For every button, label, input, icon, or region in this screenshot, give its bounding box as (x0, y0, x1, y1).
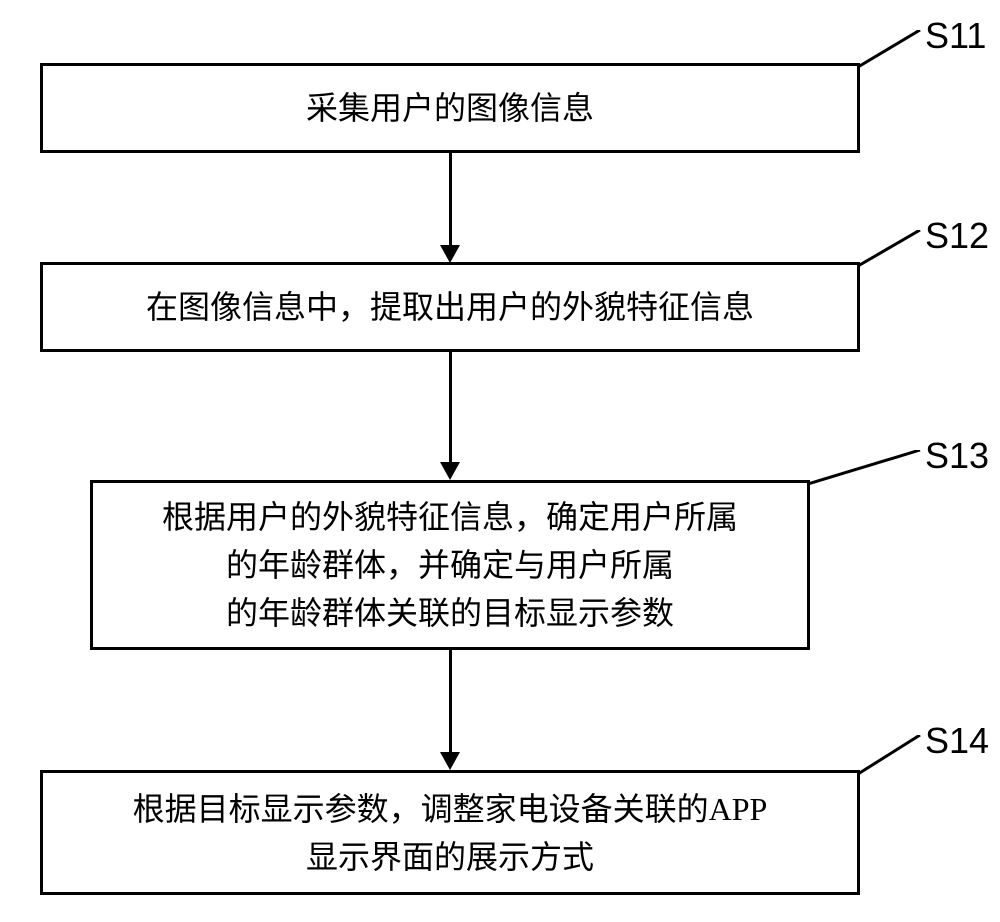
step-text-s14: 根据目标显示参数，调整家电设备关联的APP 显示界面的展示方式 (133, 785, 768, 881)
arrow-s11-s12 (449, 153, 452, 245)
step-box-s14: 根据目标显示参数，调整家电设备关联的APP 显示界面的展示方式 (40, 770, 860, 895)
arrow-head-s12-s13 (440, 462, 460, 480)
step-box-s12: 在图像信息中，提取出用户的外貌特征信息 (40, 262, 860, 352)
step-label-s13: S13 (925, 435, 989, 477)
step-label-s11: S11 (925, 15, 986, 57)
label-connector-s11 (858, 30, 923, 70)
step-box-s13: 根据用户的外貌特征信息，确定用户所属 的年龄群体，并确定与用户所属 的年龄群体关… (90, 480, 810, 650)
arrow-s12-s13 (449, 352, 452, 462)
arrow-s13-s14 (449, 650, 452, 752)
flowchart-container: 采集用户的图像信息 S11 在图像信息中，提取出用户的外貌特征信息 S12 根据… (0, 0, 1000, 922)
step-box-s11: 采集用户的图像信息 (40, 63, 860, 153)
step-label-s12: S12 (925, 215, 989, 257)
label-connector-s14 (858, 735, 923, 777)
label-connector-s12 (858, 230, 923, 270)
step-label-s14: S14 (925, 720, 989, 762)
arrow-head-s11-s12 (440, 245, 460, 263)
arrow-head-s13-s14 (440, 752, 460, 770)
step-text-s11: 采集用户的图像信息 (306, 84, 594, 132)
step-text-s12: 在图像信息中，提取出用户的外貌特征信息 (146, 283, 754, 331)
label-connector-s13 (808, 450, 923, 488)
step-text-s13: 根据用户的外貌特征信息，确定用户所属 的年龄群体，并确定与用户所属 的年龄群体关… (162, 493, 738, 637)
